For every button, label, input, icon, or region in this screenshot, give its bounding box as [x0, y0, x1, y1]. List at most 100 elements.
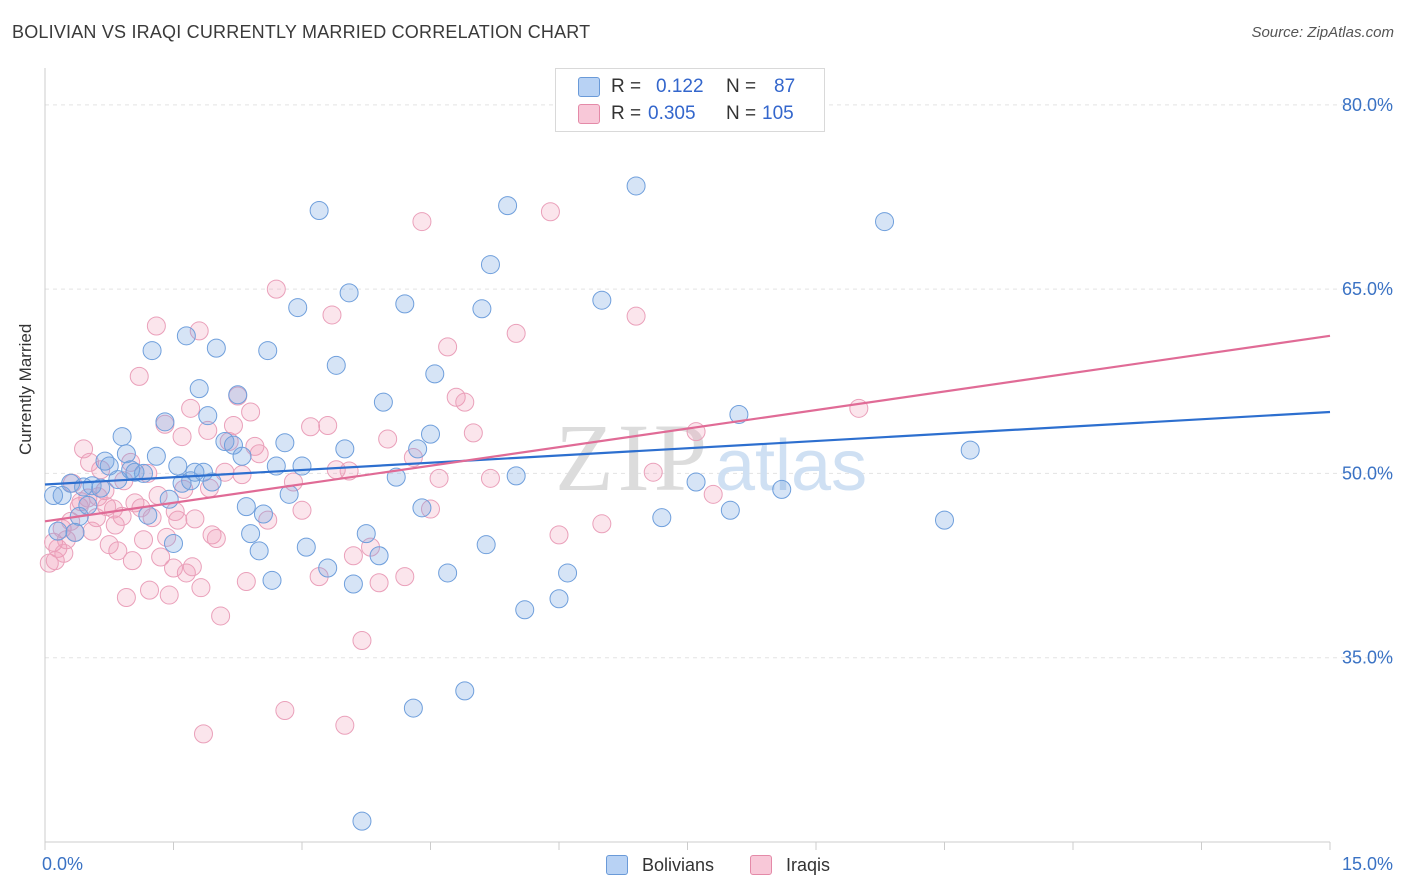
bolivians-point [164, 533, 183, 553]
bolivians-point [558, 563, 578, 583]
iraqis-point [105, 515, 125, 535]
bolivians-point [326, 355, 346, 375]
iraqis-point [140, 580, 160, 600]
bolivians-point [373, 392, 393, 412]
iraqis-point [322, 305, 342, 325]
iraqis-point [172, 427, 192, 447]
bolivians-point [935, 510, 954, 530]
iraqis-point [626, 306, 646, 326]
bolivians-point [652, 508, 672, 528]
n-value: 105 [762, 103, 794, 124]
iraqis-point [429, 468, 449, 488]
iraqis-point [121, 452, 141, 472]
iraqis-point [185, 509, 205, 529]
bolivians-point [506, 466, 526, 486]
iraqis-point [506, 323, 526, 343]
bolivians-point [549, 589, 569, 609]
bolivians-point [91, 478, 111, 498]
bolivians-point [386, 467, 406, 487]
bolivians-point [296, 537, 316, 557]
iraqis-point [549, 525, 569, 545]
bolivians-point [189, 379, 209, 399]
bolivians-point [425, 364, 445, 384]
bolivians-point [339, 283, 359, 303]
bolivians-points [44, 176, 980, 831]
iraqis-point [193, 724, 213, 744]
bolivians-point [318, 558, 338, 578]
iraqis-point [480, 468, 500, 488]
bolivians-point [65, 522, 85, 542]
bolivians-point [236, 497, 256, 517]
bolivians-point [288, 298, 308, 318]
bolivians-swatch [578, 77, 600, 97]
iraqis-point [438, 337, 458, 357]
bolivians-point [155, 412, 175, 432]
iraqis-point [211, 606, 231, 626]
bolivians-point [116, 444, 136, 464]
bolivians-point [258, 341, 278, 361]
iraqis-point [215, 462, 235, 482]
iraqis-point [378, 429, 398, 449]
bolivians-point [403, 698, 423, 718]
bolivians-point [352, 811, 372, 831]
y-tick-label: 80.0% [1342, 95, 1393, 115]
iraqis-point [198, 420, 218, 440]
iraqis-point [182, 557, 202, 577]
iraqis-point [189, 321, 209, 341]
y-tick-label: 50.0% [1342, 463, 1393, 483]
bolivians-point [262, 570, 282, 590]
iraqis-point [122, 551, 142, 571]
iraqis-point [108, 541, 128, 561]
bolivians-point [202, 472, 222, 492]
iraqis-point [164, 558, 183, 578]
legend: Bolivians Iraqis [0, 852, 1406, 878]
iraqis-point [403, 447, 423, 467]
bolivians-point [480, 255, 500, 275]
iraqis-point [146, 316, 166, 336]
bolivians-point [198, 406, 218, 426]
bolivians-point [253, 504, 273, 524]
iraqis-point [352, 631, 372, 651]
iraqis-point [54, 543, 74, 563]
iraqis-point [181, 398, 201, 418]
bolivians-trend-line [44, 410, 1331, 486]
iraqis-trend-line [44, 334, 1331, 523]
bolivians-point [729, 404, 749, 424]
iraqis-point [151, 547, 171, 567]
bolivians-point [48, 521, 68, 541]
bolivians-point [498, 196, 518, 216]
bolivians-point [176, 326, 196, 346]
bolivians-point [185, 462, 205, 482]
chart-title: BOLIVIAN VS IRAQI CURRENTLY MARRIED CORR… [12, 22, 591, 42]
n-label: N = [726, 76, 757, 97]
bolivians-point [476, 535, 496, 555]
y-tick-label: 65.0% [1342, 279, 1393, 299]
bolivians-point [112, 427, 132, 447]
iraqis-point [318, 416, 338, 436]
iraqis-point [292, 500, 312, 520]
iraqis-point [412, 212, 432, 232]
bolivians-point [275, 433, 295, 453]
r-label: R = [611, 76, 642, 97]
bolivians-point [515, 600, 535, 620]
iraqis-swatch [578, 104, 600, 124]
bolivians-point [232, 446, 252, 466]
y-axis-label: Currently Married [16, 323, 35, 455]
bolivians-point [168, 456, 188, 476]
iraqis-points [39, 202, 869, 744]
iraqis-point [592, 514, 612, 534]
n-value: 87 [774, 76, 796, 97]
bolivians-point [228, 385, 248, 405]
bolivians-point [78, 495, 98, 515]
bolivians-point [241, 524, 261, 544]
axes [44, 68, 1331, 850]
x-tick-label: 15.0% [1342, 854, 1393, 874]
n-label: N = [726, 103, 757, 124]
iraqis-point [129, 366, 149, 386]
bolivians-point [249, 541, 269, 561]
iraqis-point [301, 417, 321, 437]
iraqis-point [275, 701, 295, 721]
bolivians-point [412, 498, 432, 518]
iraqis-point [540, 202, 560, 222]
